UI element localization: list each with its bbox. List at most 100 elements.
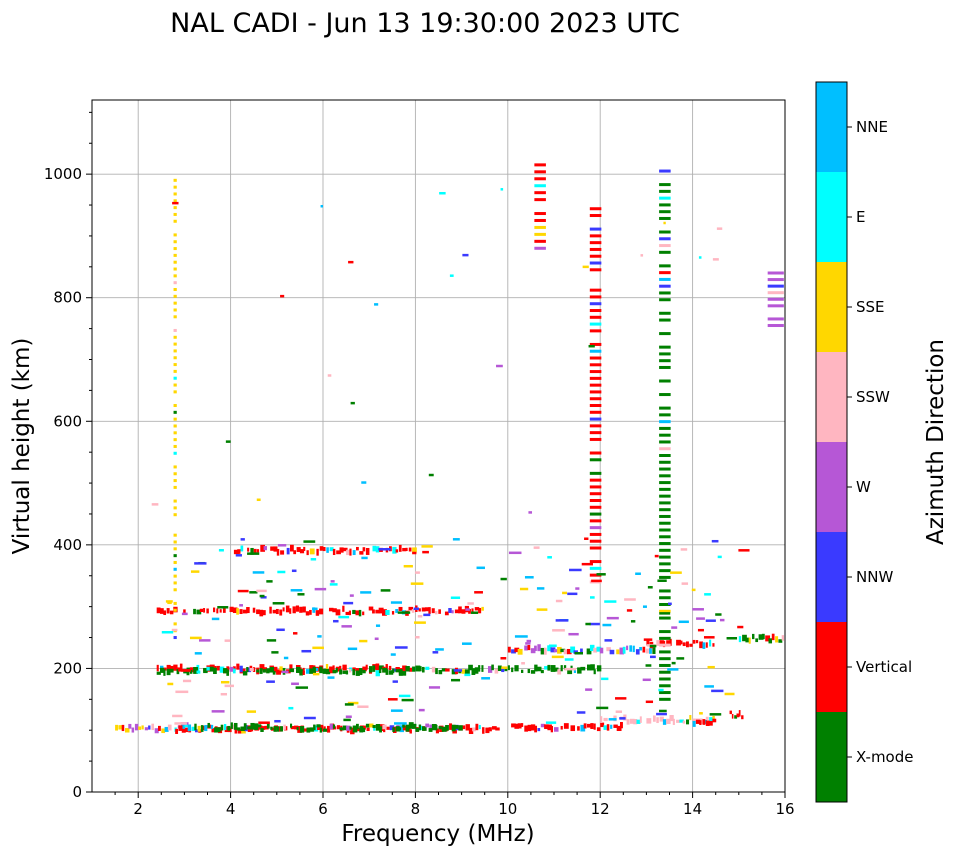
echo-mark [128,723,132,729]
x-tick-label: 14 [683,800,702,818]
echo-mark [699,712,703,715]
echo-mark [380,589,391,592]
echo-mark [272,609,278,614]
echo-mark [659,183,671,187]
echo-mark [615,710,623,713]
echo-mark [173,465,177,469]
echo-mark [659,697,671,701]
echo-mark [312,607,316,613]
echo-mark [662,719,667,725]
echo-mark [527,644,531,651]
echo-mark [401,698,414,702]
echo-mark [173,438,177,442]
echo-mark [359,726,364,733]
echo-mark [193,608,196,615]
echo-mark [669,638,672,646]
echo-mark [500,188,504,191]
echo-mark [544,666,549,670]
echo-mark [169,668,174,673]
echo-mark [173,267,177,271]
echo-mark [118,725,124,730]
echo-mark [659,514,671,518]
x-tick-label: 4 [226,800,236,818]
echo-mark [196,609,202,615]
echo-mark [659,271,671,275]
echo-mark [227,725,231,731]
y-tick-label: 800 [53,289,82,307]
echo-mark [659,230,671,234]
echo-mark [156,607,161,614]
echo-mark [303,716,316,720]
echo-mark [366,727,370,732]
echo-mark [540,669,544,674]
echo-mark [276,548,280,556]
echo-mark [481,677,491,680]
echo-mark [154,728,159,734]
echo-mark [299,606,303,613]
echo-mark [173,240,177,244]
echo-mark [335,666,341,672]
echo-mark [589,302,602,306]
echo-mark [563,665,567,670]
echo-mark [462,253,469,257]
echo-mark [654,554,659,558]
echo-mark [415,635,420,639]
echo-mark [659,169,671,173]
echo-mark [474,607,480,611]
echo-mark [601,677,609,681]
echo-mark [315,610,320,616]
echo-mark [584,537,589,540]
echo-mark [173,356,177,360]
echo-mark [374,303,379,306]
echo-mark [408,606,414,611]
echo-mark [540,647,546,655]
echo-mark [588,344,595,348]
echo-mark [316,724,321,728]
echo-mark [778,639,783,643]
echo-mark [246,667,252,673]
echo-mark [742,634,747,642]
echo-mark [219,666,225,673]
echo-mark [669,715,674,722]
echo-mark [615,697,627,700]
echo-mark [383,727,386,733]
echo-mark [355,670,360,676]
echo-mark [659,460,671,464]
echo-mark [428,728,433,732]
echo-mark [292,606,296,614]
echo-mark [755,638,759,643]
echo-mark [659,650,671,654]
echo-mark [659,433,671,437]
echo-mark [589,234,602,238]
echo-mark [622,646,626,654]
echo-mark [346,549,351,556]
echo-mark [296,547,301,552]
echo-mark [173,301,177,305]
echo-mark [220,680,230,684]
echo-mark [166,668,171,676]
echo-mark [659,609,671,613]
echo-mark [719,618,725,622]
echo-mark [659,691,671,695]
echo-mark [507,665,510,671]
echo-mark [173,260,177,264]
echo-mark [659,203,671,207]
echo-mark [530,670,536,674]
echo-mark [589,526,602,530]
echo-mark [435,668,438,675]
echo-mark [266,668,270,674]
echo-mark [256,498,261,502]
echo-mark [173,513,177,517]
echo-mark [659,636,671,640]
echo-mark [659,352,671,356]
echo-mark [712,258,719,261]
echo-mark [428,686,441,689]
echo-mark [676,657,685,660]
echo-mark [481,665,484,672]
echo-mark [689,643,693,647]
echo-mark [237,589,249,593]
colorbar-tick-label: NNE [856,118,888,136]
echo-mark [375,670,380,677]
echo-mark [589,342,602,346]
